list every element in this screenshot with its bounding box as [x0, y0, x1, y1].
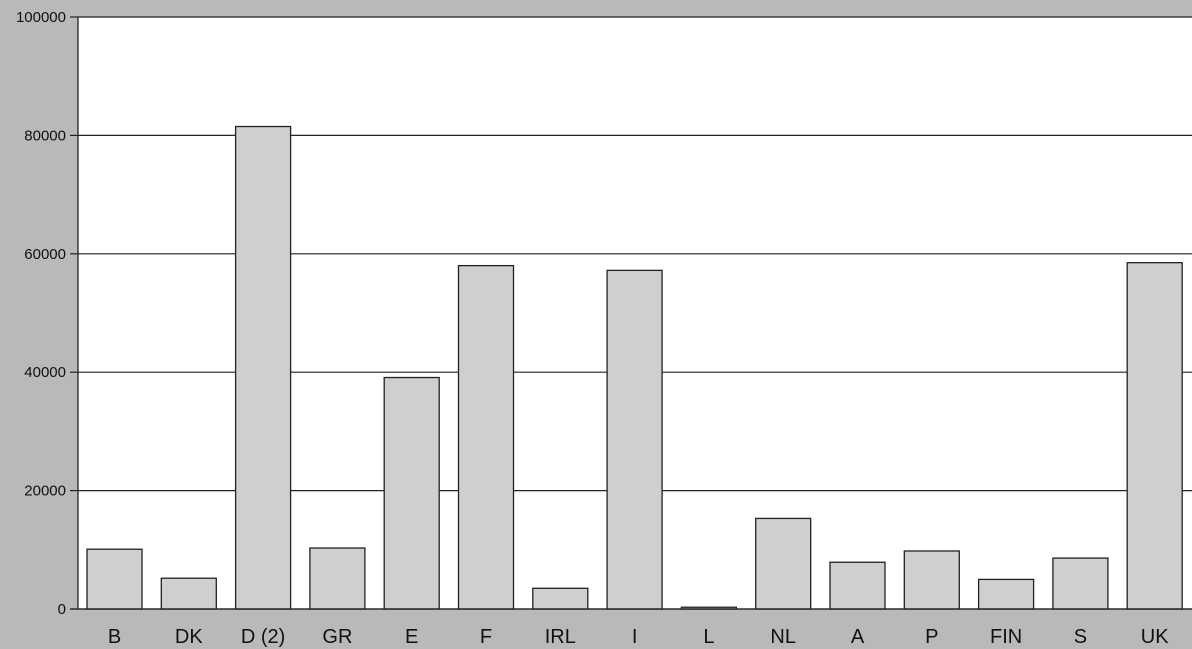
- bar-b: [86, 548, 143, 610]
- y-tick-label: 80000: [24, 127, 66, 144]
- bar-p: [903, 550, 960, 610]
- x-tick-label: F: [480, 626, 492, 648]
- y-tick-label: 40000: [24, 364, 66, 381]
- y-tick-label: 20000: [24, 483, 66, 500]
- x-tick-label: S: [1074, 626, 1087, 648]
- x-tick-label: L: [703, 626, 714, 648]
- x-tick-label: P: [925, 626, 938, 648]
- bar-i: [606, 269, 663, 610]
- bar-e: [383, 376, 440, 610]
- x-tick-label: E: [405, 626, 418, 648]
- x-tick-label: UK: [1141, 626, 1169, 648]
- bar-dk: [160, 577, 217, 610]
- x-tick-label: I: [632, 626, 638, 648]
- bar-f: [457, 264, 515, 610]
- bar-a: [829, 561, 886, 610]
- x-tick-label: GR: [322, 626, 352, 648]
- bar-s: [1052, 557, 1109, 610]
- x-tick-label: NL: [770, 626, 796, 648]
- x-tick-label: B: [108, 626, 121, 648]
- bars: [86, 125, 1183, 610]
- y-tick-label: 0: [58, 601, 66, 618]
- x-tick-label: D (2): [241, 626, 285, 648]
- bar-irl: [532, 587, 589, 610]
- x-tick-label: FIN: [990, 626, 1022, 648]
- x-tick-label: DK: [175, 626, 203, 648]
- axes: [70, 17, 1192, 610]
- x-tick-label: IRL: [545, 626, 576, 648]
- y-tick-label: 100000: [16, 9, 66, 26]
- bar-d-2-: [234, 125, 292, 610]
- y-axis-ticks: 0 20000 40000 60000 80000 100000: [16, 9, 78, 618]
- x-tick-label: A: [851, 626, 865, 648]
- bar-uk: [1126, 262, 1183, 610]
- y-tick-label: 60000: [24, 246, 66, 263]
- bar-gr: [309, 547, 366, 610]
- x-axis-ticks: B DK D (2) GR E F IRL I L NL A P FIN S UK: [108, 626, 1169, 648]
- bar-nl: [755, 517, 812, 610]
- bar-fin: [977, 578, 1035, 610]
